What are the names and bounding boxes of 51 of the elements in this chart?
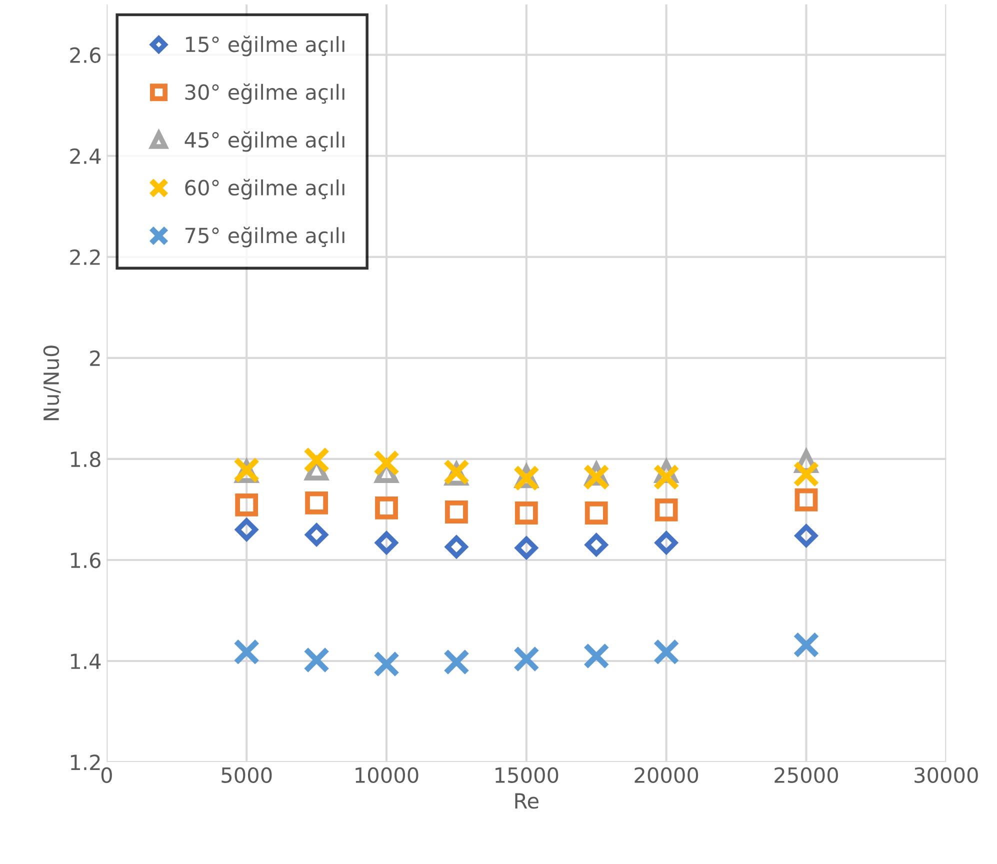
point [443, 648, 470, 676]
point [794, 524, 818, 548]
x-tick-label: 5000 [222, 767, 272, 784]
point [235, 518, 258, 541]
point [513, 646, 540, 672]
point [793, 632, 820, 658]
point [375, 496, 398, 520]
point [653, 464, 680, 490]
point [305, 523, 328, 546]
y-tick-label: 1.4 [70, 654, 101, 669]
y-axis-title: Nu/Nu0 [43, 346, 61, 420]
point [653, 638, 680, 666]
point [583, 464, 610, 490]
y-tick-label: 2 [90, 350, 100, 366]
legend-label: 75° eğilme açılı [185, 226, 344, 248]
point [793, 460, 820, 488]
point [373, 650, 400, 678]
point [373, 450, 400, 476]
point [654, 498, 678, 522]
y-tick-label: 1.6 [70, 552, 101, 568]
point [584, 502, 608, 524]
point [515, 536, 538, 560]
legend-label: 15° eğilme açılı [186, 36, 344, 56]
y-tick-label: 2.4 [70, 148, 101, 164]
point [445, 536, 468, 558]
y-tick-label: 1.2 [70, 754, 100, 770]
point [655, 532, 678, 554]
legend-label: 60° eğilme açılı [185, 178, 344, 200]
point [305, 491, 328, 514]
x-tick-label: 25000 [774, 767, 838, 784]
y-tick-label: 2.2 [70, 249, 100, 265]
x-tick-label: 30000 [914, 767, 978, 784]
point [514, 502, 538, 524]
point [235, 493, 258, 516]
x-axis-title: Re [515, 793, 538, 809]
point [233, 638, 260, 666]
x-tick-label: 10000 [356, 767, 418, 784]
point [375, 532, 398, 554]
point [583, 642, 610, 670]
legend-label: 45° eğilme açılı [184, 131, 344, 152]
legend-label: 30° eğilme açılı [185, 83, 344, 104]
point [303, 646, 330, 674]
x-tick-label: 0 [101, 767, 112, 784]
point [794, 488, 818, 512]
point [445, 500, 468, 524]
y-tick-label: 2.6 [70, 47, 101, 64]
point [303, 446, 330, 474]
x-tick-label: 15000 [496, 767, 558, 784]
x-tick-label: 20000 [634, 767, 698, 784]
y-tick-label: 1.8 [70, 451, 100, 468]
point [585, 534, 608, 556]
